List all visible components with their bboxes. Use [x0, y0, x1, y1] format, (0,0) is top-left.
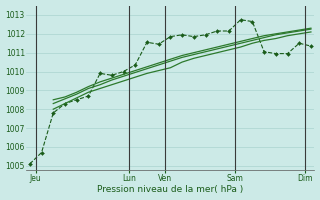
- X-axis label: Pression niveau de la mer( hPa ): Pression niveau de la mer( hPa ): [97, 185, 244, 194]
